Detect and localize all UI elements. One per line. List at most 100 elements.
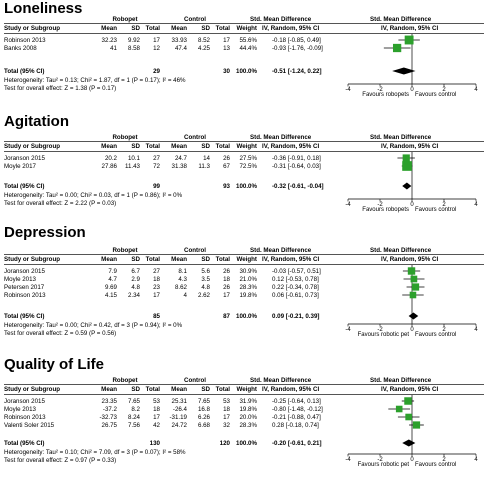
- panel-title: Depression: [4, 224, 86, 241]
- mean1-value: 41: [110, 45, 117, 52]
- col-sd2: SD: [201, 25, 210, 32]
- col-mean1: Mean: [101, 256, 117, 263]
- weight-value: 19.8%: [239, 292, 257, 299]
- header-rule-bottom: [4, 33, 484, 34]
- ci-text: -0.93 [-1.76, -0.09]: [272, 45, 323, 52]
- mean2-value: -31.19: [169, 414, 187, 421]
- total1-sum: 29: [153, 68, 160, 75]
- x-tick-label: 2: [442, 202, 446, 208]
- sd1-value: 8.2: [131, 406, 140, 413]
- group2-header: Control: [184, 134, 206, 141]
- study-marker: [407, 267, 416, 275]
- header-rule: [4, 141, 484, 142]
- summary-diamond: [402, 182, 412, 190]
- col-method: IV, Random, 95% CI: [262, 256, 320, 263]
- total-label: Total (95% CI): [4, 183, 45, 190]
- total-ci-text: -0.20 [-0.61, 0.21]: [272, 440, 322, 447]
- col-weight: Weight: [236, 386, 257, 393]
- study-name: Joranson 2015: [4, 268, 45, 275]
- study-marker: [395, 405, 403, 413]
- x-tick-label: -2: [377, 327, 383, 333]
- total2-sum: 87: [223, 313, 230, 320]
- heterogeneity-text: Heterogeneity: Tau² = 0.00; Chi² = 0.03,…: [4, 192, 183, 199]
- col-mean1: Mean: [101, 25, 117, 32]
- total1-value: 27: [153, 268, 160, 275]
- mean1-value: 7.9: [108, 268, 117, 275]
- smd-header: Std. Mean Difference: [250, 16, 312, 23]
- study-name: Robinson 2013: [4, 292, 46, 299]
- forest-plot: -4 -2 0 2 4 Favours robopets Favours control: [345, 152, 478, 213]
- ci-text: -0.31 [-0.64, 0.03]: [272, 163, 321, 170]
- total1-value: 17: [153, 292, 160, 299]
- col-sd2: SD: [201, 386, 210, 393]
- col-total2: Total: [215, 386, 230, 393]
- header-rule: [4, 254, 484, 255]
- x-tick-label: 2: [442, 87, 446, 93]
- total2-sum: 120: [219, 440, 230, 447]
- mean1-value: 4.15: [104, 292, 117, 299]
- weight-value: 20.0%: [239, 414, 257, 421]
- header-rule-bottom: [4, 394, 484, 395]
- group2-header: Control: [184, 247, 206, 254]
- ci-text: -0.03 [-0.57, 0.51]: [272, 268, 321, 275]
- total2-value: 17: [223, 37, 230, 44]
- weight-value: 28.3%: [239, 284, 257, 291]
- total-label: Total (95% CI): [4, 313, 45, 320]
- mean2-value: 4.3: [178, 276, 187, 283]
- weight-sum: 100.0%: [236, 183, 257, 190]
- x-tick-label: 0: [410, 202, 414, 208]
- col-mean1: Mean: [101, 386, 117, 393]
- favours-left-label: Favours robopets: [362, 92, 409, 98]
- col-mean2: Mean: [171, 256, 187, 263]
- total-ci-text: -0.51 [-1.24, 0.22]: [272, 68, 322, 75]
- col-plot-method: IV, Random, 95% CI: [381, 25, 439, 32]
- col-weight: Weight: [236, 25, 257, 32]
- study-marker: [411, 283, 420, 291]
- mean2-value: 31.38: [171, 163, 187, 170]
- total1-value: 42: [153, 422, 160, 429]
- study-name: Robinson 2013: [4, 414, 46, 421]
- overall-effect-text: Test for overall effect: Z = 0.59 (P = 0…: [4, 330, 117, 337]
- header-rule-bottom: [4, 151, 484, 152]
- study-marker: [404, 35, 414, 45]
- study-name: Moyle 2017: [4, 163, 36, 170]
- sd1-value: 2.9: [131, 276, 140, 283]
- total1-value: 53: [153, 398, 160, 405]
- study-marker: [402, 161, 412, 171]
- total2-value: 17: [223, 292, 230, 299]
- summary-diamond: [392, 67, 416, 75]
- smd-header: Std. Mean Difference: [250, 377, 312, 384]
- total1-value: 12: [153, 45, 160, 52]
- mean2-value: 8.62: [174, 284, 187, 291]
- x-tick-label: 4: [474, 327, 478, 333]
- col-weight: Weight: [236, 143, 257, 150]
- mean2-value: -26.4: [172, 406, 187, 413]
- favours-left-label: Favours robopets: [362, 207, 409, 213]
- group1-header: Robopet: [112, 134, 138, 141]
- mean2-value: 4: [183, 292, 187, 299]
- weight-sum: 100.0%: [236, 68, 257, 75]
- heterogeneity-text: Heterogeneity: Tau² = 0.00; Chi² = 0.42,…: [4, 322, 183, 329]
- mean1-value: 23.35: [101, 398, 117, 405]
- group1-header: Robopet: [112, 377, 138, 384]
- total-label: Total (95% CI): [4, 68, 45, 75]
- mean1-value: 32.23: [101, 37, 117, 44]
- col-sd1: SD: [131, 143, 140, 150]
- x-tick-label: 4: [474, 202, 478, 208]
- smd-plot-header: Std. Mean Difference: [370, 377, 432, 384]
- forest-panel-depression: Depression Robopet Control Std. Mean Dif…: [0, 224, 500, 349]
- sd2-value: 4.25: [197, 45, 210, 52]
- sd2-value: 8.52: [197, 37, 210, 44]
- total1-sum: 130: [149, 440, 160, 447]
- favours-right-label: Favours control: [415, 207, 456, 213]
- total2-value: 53: [223, 398, 230, 405]
- total2-value: 18: [223, 276, 230, 283]
- col-study: Study or Subgroup: [4, 25, 61, 32]
- sd1-value: 6.7: [131, 268, 140, 275]
- forest-panel-loneliness: Loneliness Robopet Control Std. Mean Dif…: [0, 0, 500, 120]
- col-total2: Total: [215, 256, 230, 263]
- forest-plot: -4 -2 0 2 4 Favours robotic pet Favours contro…: [345, 265, 478, 338]
- sd2-value: 6.26: [197, 414, 210, 421]
- mean2-value: 33.93: [171, 37, 187, 44]
- mean1-value: 27.86: [101, 163, 117, 170]
